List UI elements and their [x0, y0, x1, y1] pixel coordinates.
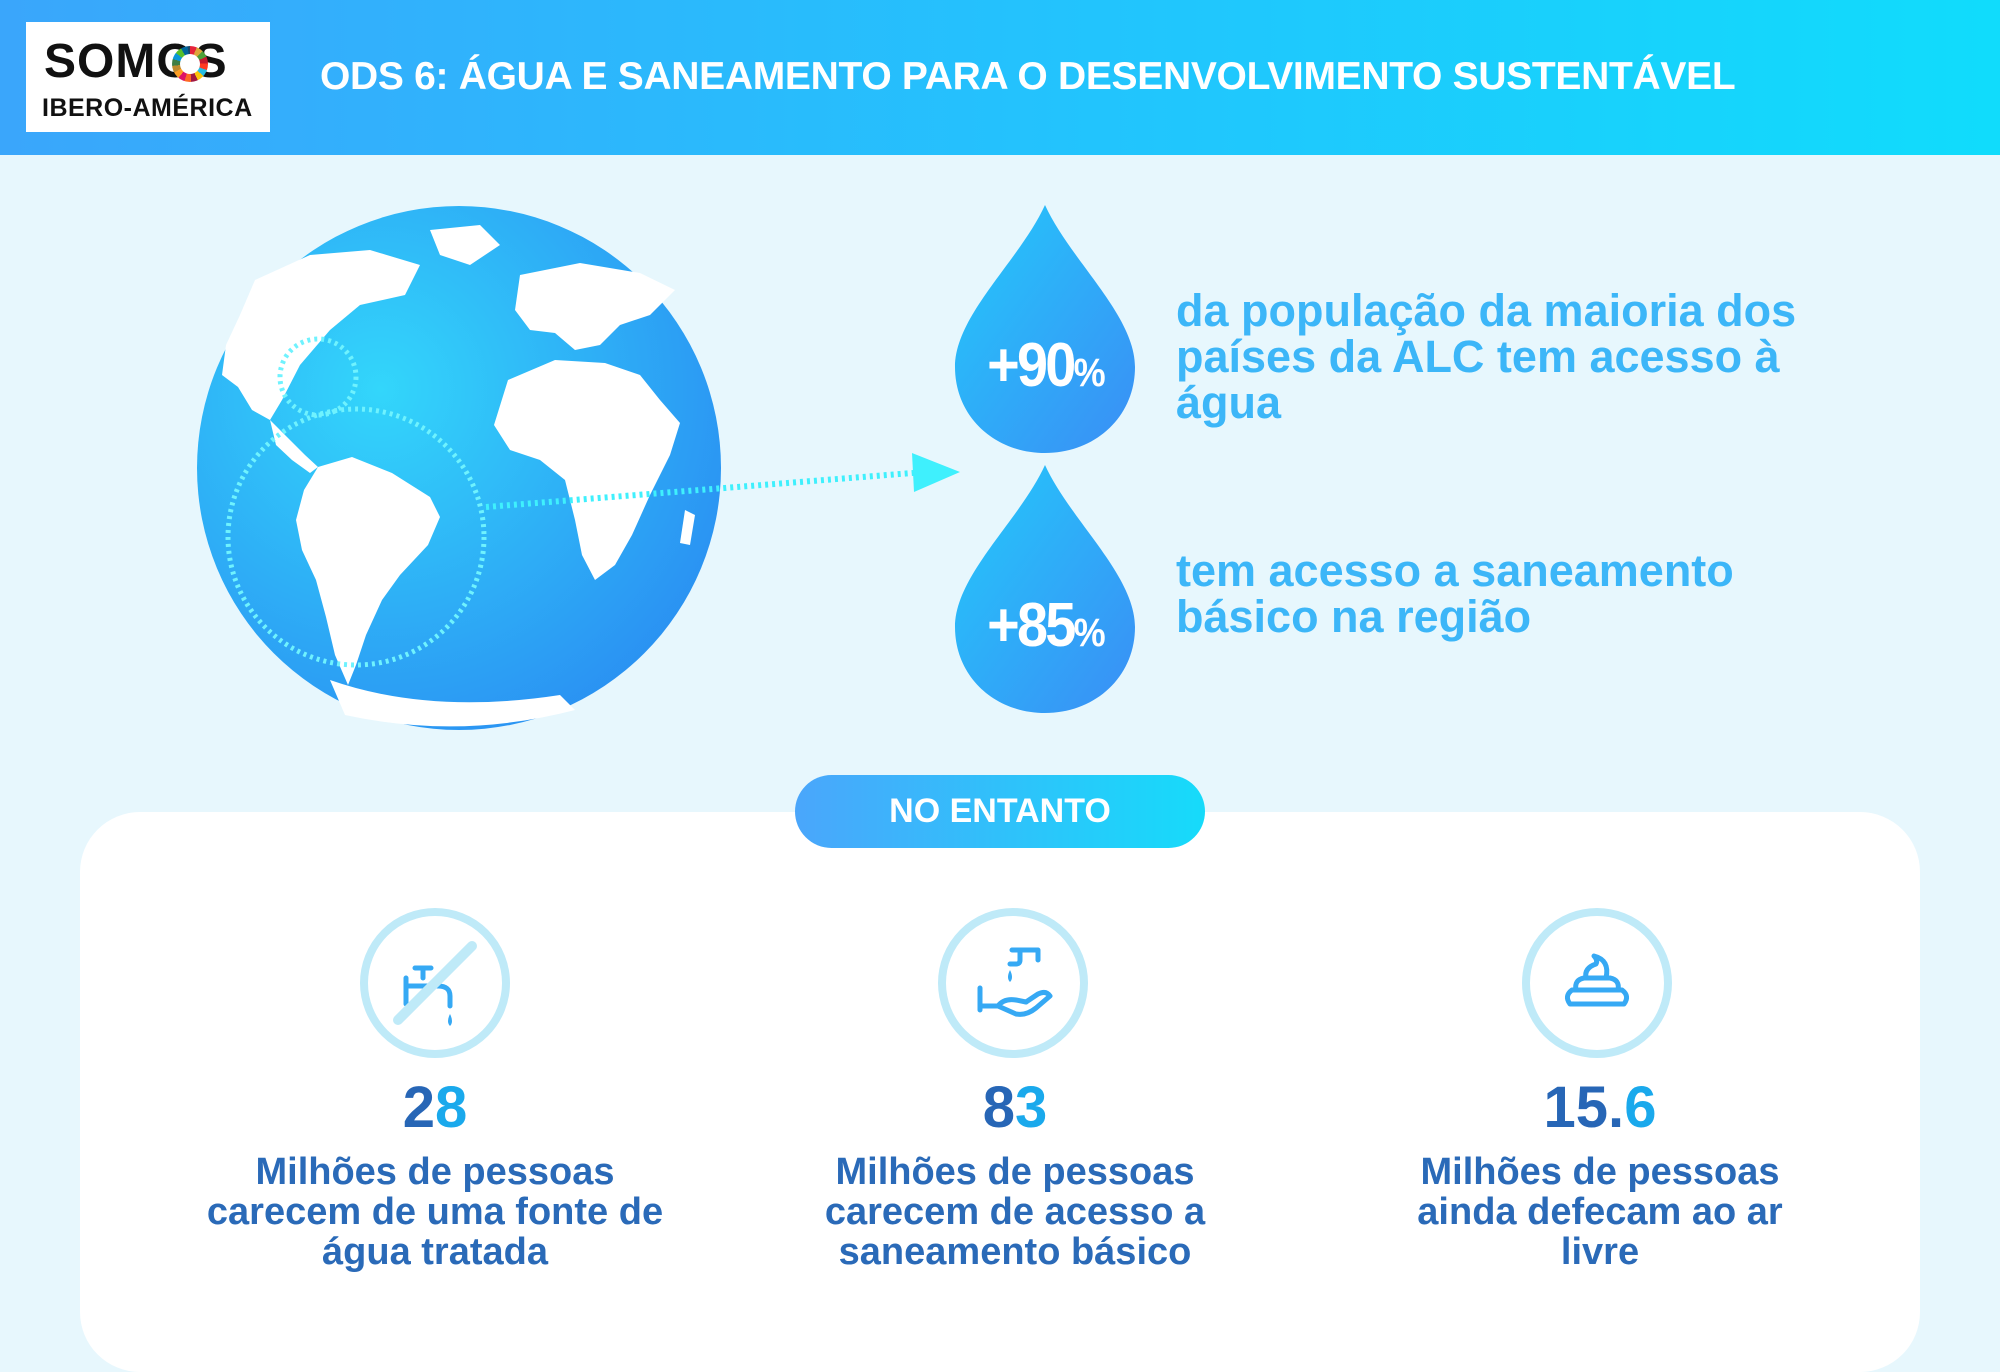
poop-icon — [1564, 953, 1630, 1007]
arrow-head-icon — [912, 453, 960, 492]
greenland-shape — [430, 225, 500, 265]
antarctica-shape — [330, 680, 575, 727]
globe-illustration — [197, 206, 960, 730]
somos-logo: SOMOS IBERO-AMÉRICA — [26, 22, 270, 132]
stat-caption-2: Milhões de pessoas carecem de acesso a s… — [824, 1151, 1206, 1273]
sdg-wheel-icon — [172, 46, 208, 82]
stat-number-2: 83 — [982, 1075, 1048, 1140]
column-icon-2 — [938, 908, 1088, 1058]
latam-highlight-ring — [225, 406, 487, 668]
water-drop-icon — [955, 465, 1135, 713]
north-america-shape — [222, 250, 420, 420]
no-faucet-icon — [393, 941, 477, 1026]
stat-description-water: da população da maioria dos países da AL… — [1176, 285, 1797, 428]
column-icon-1 — [360, 908, 510, 1058]
stat-value-90: +90% — [987, 331, 1106, 400]
water-drop-85: +85% — [950, 465, 1140, 715]
section-label: NO ENTANTO — [795, 775, 1205, 848]
continents — [222, 225, 695, 727]
logo-subtitle: IBERO-AMÉRICA — [42, 94, 253, 122]
page-title: ODS 6: ÁGUA E SANEAMENTO PARA O DESENVOL… — [320, 55, 1736, 98]
arrow-line — [485, 469, 926, 510]
stat-caption-1: Milhões de pessoas carecem de uma fonte … — [206, 1151, 664, 1273]
europe-shape — [515, 263, 675, 350]
stat-number-3: 15.6 — [1543, 1075, 1657, 1140]
hand-washing-icon — [977, 947, 1053, 1017]
header-bar: SOMOS IBERO-AMÉRICA ODS 6: ÁGUA E SANEAM… — [0, 0, 2000, 155]
south-america-shape — [296, 457, 440, 685]
stat-number-1: 28 — [402, 1075, 468, 1140]
bottom-panel — [80, 812, 1920, 1372]
stat-description-sanitation: tem acesso a saneamento básico na região — [1176, 545, 1734, 642]
africa-shape — [494, 360, 680, 580]
central-america-shape — [270, 420, 318, 473]
caribbean-highlight-ring — [277, 336, 359, 418]
water-drop-90: +90% — [950, 205, 1140, 455]
water-drop-icon — [955, 205, 1135, 453]
column-icon-3 — [1522, 908, 1672, 1058]
stat-value-85: +85% — [987, 591, 1106, 660]
madagascar-shape — [680, 510, 695, 545]
stat-caption-3: Milhões de pessoas ainda defecam ao ar l… — [1417, 1151, 1783, 1273]
